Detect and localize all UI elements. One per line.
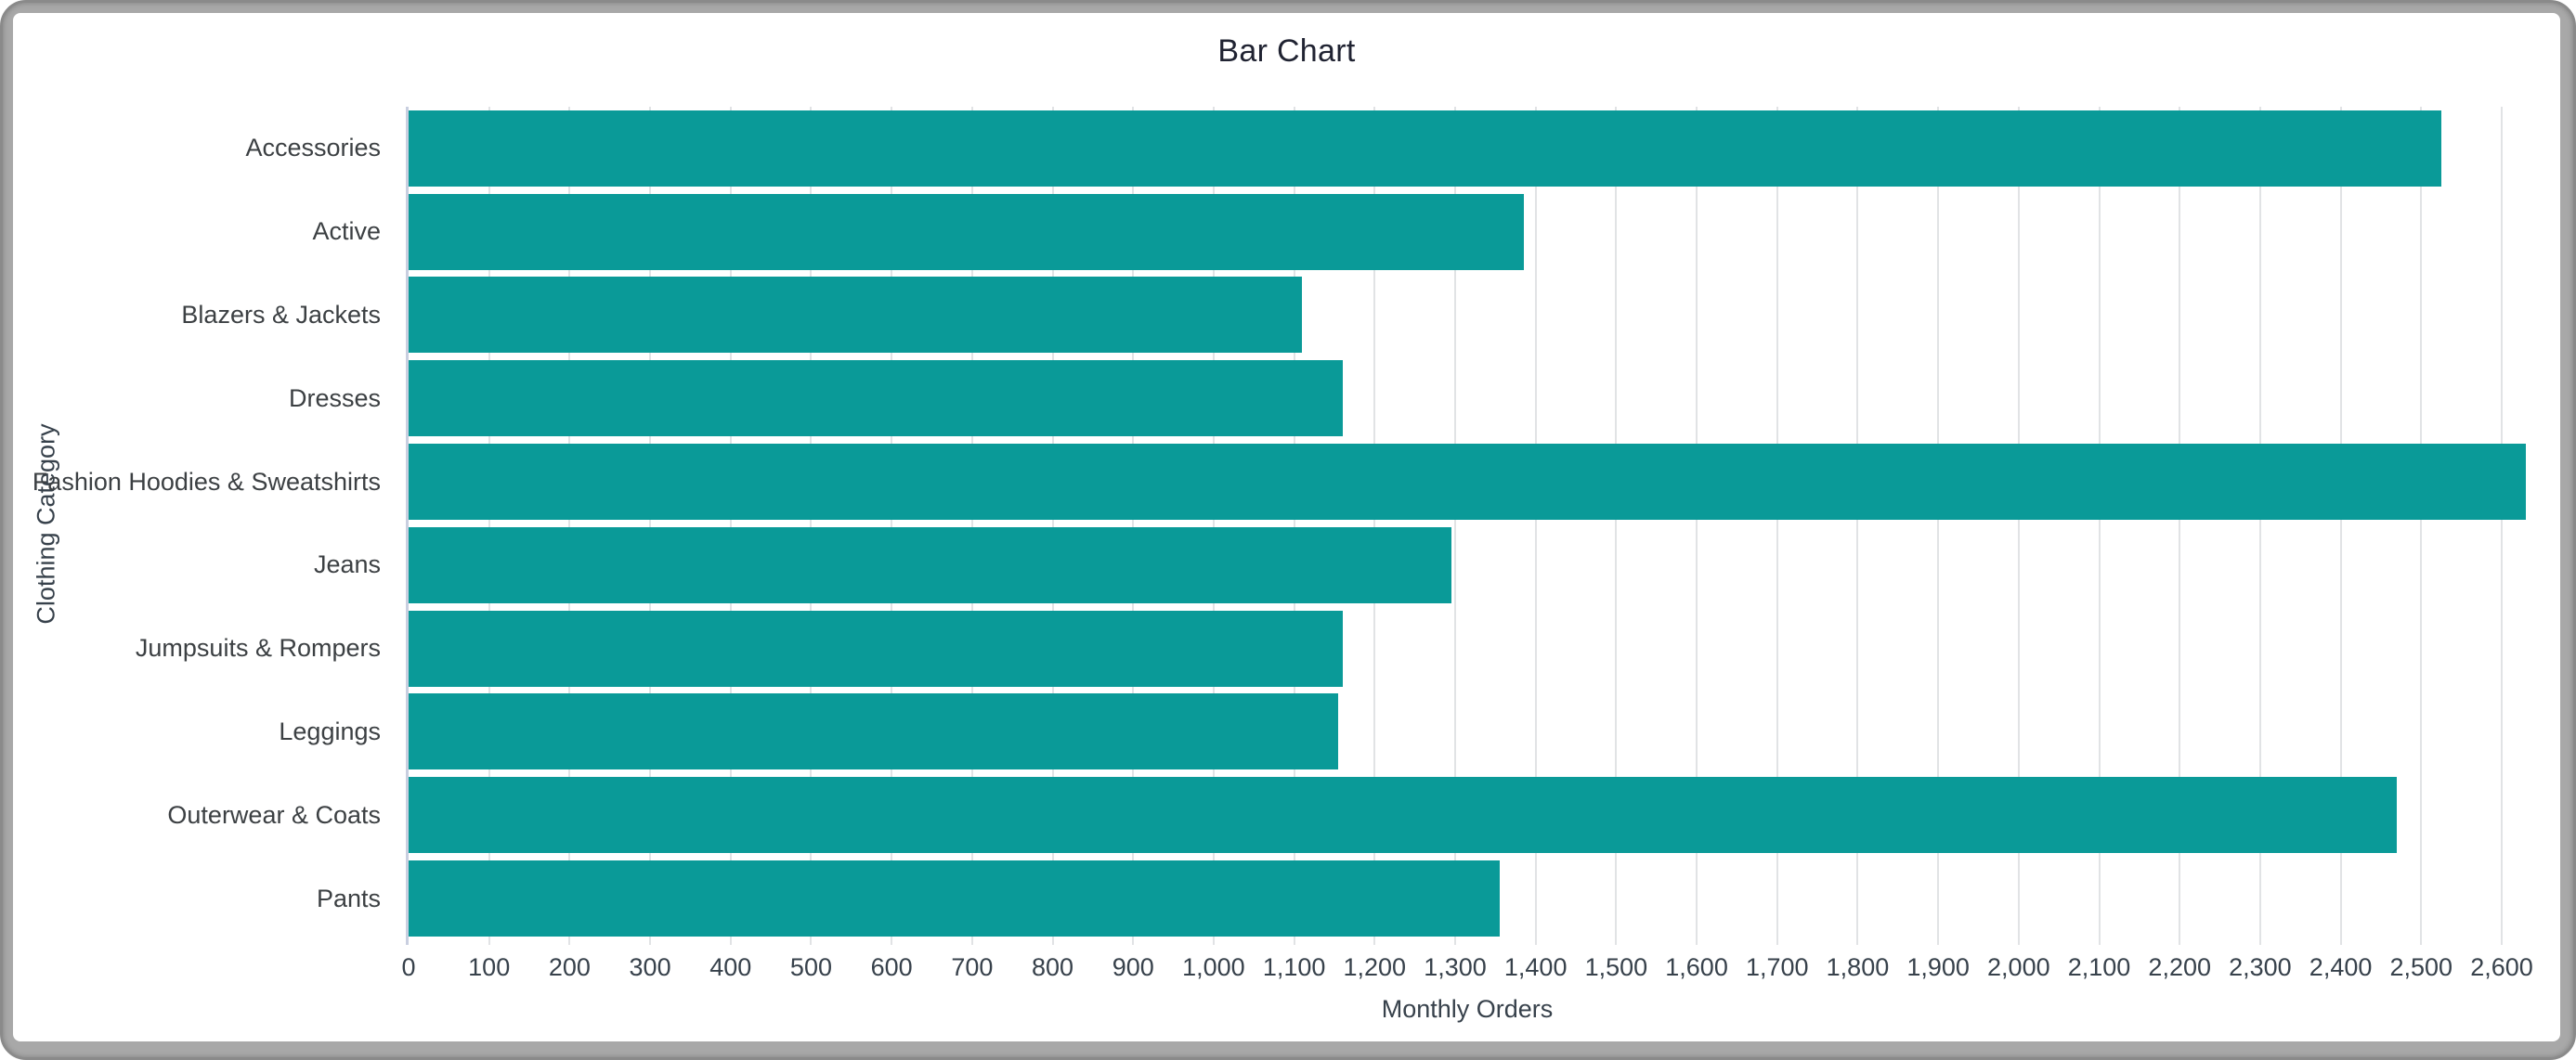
gridline [810, 107, 813, 945]
bar-accessories [409, 110, 2441, 187]
gridline [2420, 107, 2423, 945]
gridline [2500, 107, 2503, 945]
x-tick-label: 1,000 [1182, 953, 1245, 981]
x-tick-label: 500 [789, 953, 832, 981]
bar-fashion-hoodies-sweatshirts [409, 444, 2526, 521]
bar-row [409, 440, 2526, 524]
category-labels: Accessories Active Blazers & Jackets Dresse… [13, 107, 381, 940]
x-axis-title: Monthly Orders [1381, 995, 1554, 1023]
gridline [2339, 107, 2342, 945]
x-tick-label: 1,600 [1665, 953, 1728, 981]
x-tick-label: 1,200 [1343, 953, 1407, 981]
plot-area [406, 107, 2526, 945]
x-tick-label: 2,300 [2229, 953, 2292, 981]
gridline [1696, 107, 1698, 945]
x-tick-label: 2,200 [2148, 953, 2212, 981]
category-label: Fashion Hoodies & Sweatshirts [32, 467, 381, 496]
x-tick-label: 800 [1032, 953, 1074, 981]
x-tick-label: 200 [548, 953, 591, 981]
bar-leggings [409, 693, 1339, 770]
bar-dresses [409, 360, 1343, 437]
x-tick-label: 1,100 [1262, 953, 1326, 981]
bar-row [409, 524, 2526, 607]
gridline [1615, 107, 1618, 945]
gridline [1293, 107, 1295, 945]
chart-title: Bar Chart [1217, 33, 1356, 69]
category-label: Blazers & Jackets [181, 300, 381, 329]
bar-row [409, 691, 2526, 774]
x-tick-labels: 0 100 200 300 400 500 600 700 800 900 1,000 1,100 1,… [401, 953, 2532, 985]
gridline [1132, 107, 1135, 945]
gridline [649, 107, 652, 945]
gridline [1373, 107, 1376, 945]
bars-container [409, 107, 2526, 940]
category-label: Pants [316, 884, 381, 912]
bar-row [409, 773, 2526, 857]
x-tick-label: 100 [468, 953, 511, 981]
gridline [1534, 107, 1537, 945]
gridline [568, 107, 571, 945]
x-tick-label: 600 [870, 953, 913, 981]
category-label: Outerwear & Coats [167, 800, 381, 829]
bar-row [409, 107, 2526, 190]
x-tick-label: 1,300 [1424, 953, 1487, 981]
bar-jumpsuits-rompers [409, 610, 1343, 687]
gridline [1856, 107, 1859, 945]
bar-blazers-jackets [409, 277, 1303, 354]
x-tick-label: 2,400 [2309, 953, 2373, 981]
gridline [970, 107, 973, 945]
x-tick-label: 700 [951, 953, 994, 981]
bar-row [409, 190, 2526, 274]
category-label: Leggings [279, 717, 381, 745]
x-tick-label: 2,000 [1987, 953, 2050, 981]
y-axis-line [406, 107, 409, 945]
x-tick-label: 0 [401, 953, 416, 981]
gridline [2258, 107, 2261, 945]
bar-outerwear-coats [409, 777, 2398, 854]
category-label: Dresses [288, 383, 381, 412]
x-tick-label: 400 [709, 953, 752, 981]
gridline [891, 107, 893, 945]
category-label: Active [312, 217, 381, 246]
category-label: Jumpsuits & Rompers [135, 634, 381, 663]
x-tick-label: 1,700 [1745, 953, 1809, 981]
x-tick-label: 900 [1112, 953, 1154, 981]
gridline [2017, 107, 2020, 945]
bar-row [409, 857, 2526, 940]
gridline [2098, 107, 2101, 945]
x-tick-label: 1,500 [1584, 953, 1648, 981]
bar-pants [409, 860, 1500, 937]
gridline [488, 107, 490, 945]
category-label: Jeans [313, 550, 381, 579]
bar-active [409, 193, 1524, 270]
bar-row [409, 356, 2526, 440]
gridline [2179, 107, 2181, 945]
x-tick-label: 300 [629, 953, 671, 981]
x-tick-label: 2,100 [2067, 953, 2131, 981]
bar-row [409, 607, 2526, 691]
chart-card: Bar Chart Clothing Category Accessories A… [13, 13, 2560, 1041]
category-label: Accessories [245, 134, 381, 162]
x-tick-label: 2,600 [2470, 953, 2533, 981]
gridline [1776, 107, 1778, 945]
gridline [1051, 107, 1054, 945]
gridline [1453, 107, 1456, 945]
x-tick-label: 1,900 [1906, 953, 1970, 981]
x-tick-label: 1,800 [1826, 953, 1890, 981]
x-tick-label: 1,400 [1503, 953, 1568, 981]
gridline [729, 107, 732, 945]
gridline [1937, 107, 1940, 945]
bar-jeans [409, 526, 1451, 603]
gridline [1212, 107, 1215, 945]
bar-row [409, 274, 2526, 357]
x-tick-label: 2,500 [2389, 953, 2453, 981]
